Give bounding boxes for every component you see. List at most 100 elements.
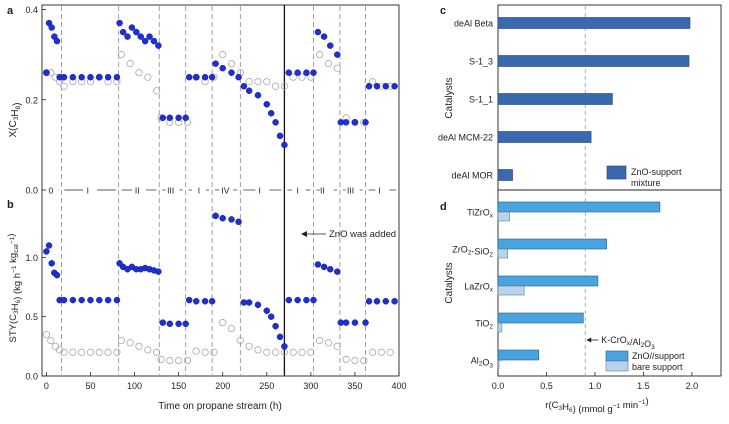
panel-b-grey-point bbox=[42, 330, 51, 339]
stage-label: III bbox=[167, 186, 174, 196]
panel-a-blue-point bbox=[159, 114, 167, 122]
panel-a-grey-point bbox=[333, 64, 341, 72]
x-tick-label: 350 bbox=[347, 381, 362, 391]
panel-a-blue-point bbox=[351, 119, 359, 126]
panel-a-blue-point bbox=[87, 73, 94, 81]
arrowhead-icon bbox=[586, 337, 592, 343]
panel-a-blue-point bbox=[228, 69, 235, 76]
stage-label: I bbox=[259, 186, 261, 196]
panel-b-blue-point bbox=[96, 296, 103, 304]
panel-b-grey-point bbox=[201, 348, 209, 356]
panel-a-blue-point bbox=[254, 91, 262, 99]
legend-swatch-c bbox=[606, 165, 627, 180]
stage-label: II bbox=[320, 186, 325, 196]
panel-b-blue-point bbox=[53, 271, 61, 279]
legend-label-d-bare: bare support bbox=[632, 362, 683, 372]
x-tick-label-d: 1.5 bbox=[637, 381, 650, 391]
panel-b-blue-point bbox=[326, 265, 334, 273]
panel-b-blue-point bbox=[382, 298, 390, 305]
panel-a-blue-point bbox=[43, 69, 50, 76]
y-tick-label-b: 1.0 bbox=[25, 253, 38, 263]
panel-a-blue-point bbox=[119, 28, 127, 36]
category-label-c: S-1_1 bbox=[469, 95, 493, 105]
bar-d-bare bbox=[497, 285, 525, 296]
panel-b-grey-point bbox=[289, 348, 297, 356]
panel-b-blue-point bbox=[113, 296, 121, 304]
panel-b-grey-point bbox=[95, 348, 103, 356]
bar-d-zno bbox=[497, 312, 584, 324]
panel-a-blue-point bbox=[320, 33, 328, 40]
panel-a-grey-point bbox=[298, 73, 306, 81]
x-tick-label: 300 bbox=[303, 381, 318, 391]
panel-a-blue-point bbox=[373, 82, 381, 90]
panel-a-blue-point bbox=[326, 42, 334, 49]
k-crox-label: K-CrOx/Al2O3 bbox=[601, 335, 655, 351]
panel-a-blue-point bbox=[245, 87, 253, 94]
legend-label-c: ZnO-support bbox=[631, 167, 682, 177]
category-label-d: ZrO2-SiO2 bbox=[452, 245, 493, 259]
stage-label: II bbox=[135, 186, 140, 196]
panel-a-blue-point bbox=[382, 82, 390, 90]
panel-a-blue-point bbox=[263, 101, 271, 108]
panel-b-grey-point bbox=[219, 319, 227, 327]
stage-label: 0 bbox=[48, 186, 53, 196]
panel-a-blue-point bbox=[342, 119, 350, 126]
panel-a-blue-point bbox=[193, 73, 200, 81]
panel-a-blue-point bbox=[272, 119, 279, 126]
panel-a-blue-point bbox=[314, 28, 322, 36]
x-tick-label: 400 bbox=[391, 381, 406, 391]
panel-b-grey-point bbox=[117, 336, 125, 345]
catalysts-axis-d: Catalysts bbox=[444, 262, 455, 303]
category-label-d: Al2O3 bbox=[471, 356, 494, 370]
panel-a-blue-point bbox=[78, 73, 85, 81]
bar-d-bare bbox=[497, 359, 500, 370]
panel-a-grey-point bbox=[280, 82, 289, 90]
panel-a-grey-point bbox=[254, 78, 262, 86]
panel-b-blue-point bbox=[69, 296, 77, 304]
y-tick-label-b: 0.5 bbox=[25, 312, 38, 322]
panel-a-blue-point bbox=[133, 28, 140, 36]
x-axis-title: Time on propane stream (h) bbox=[158, 401, 282, 412]
panel-a-blue-point bbox=[60, 73, 68, 81]
zno-added-label: ZnO was added bbox=[329, 229, 396, 240]
panel-b-grey-point bbox=[144, 346, 152, 354]
axis-title-b: STY(C3H6) (kg h−1 kgcat−1) bbox=[6, 234, 23, 343]
panel-a-blue-point bbox=[141, 37, 149, 45]
panel-b-grey-point bbox=[351, 356, 359, 365]
x-tick-label: 50 bbox=[85, 381, 95, 391]
bar-c bbox=[497, 17, 691, 29]
panel-b-grey-point bbox=[333, 342, 341, 350]
panel-b-blue-point bbox=[281, 343, 288, 350]
panel-b-blue-point bbox=[342, 319, 350, 326]
panel-c-bars: deAl Beta S-1_3 S-1_1 deAl MCM-22 deAl MOR Zn… bbox=[438, 6, 691, 189]
arrowhead-icon bbox=[301, 231, 307, 237]
panel-a-blue-point bbox=[128, 24, 136, 31]
panel-b-blue-point bbox=[235, 218, 242, 226]
panel-a-grey-point bbox=[271, 82, 280, 90]
panel-a-blue-point bbox=[281, 141, 288, 149]
panel-a-blue-point bbox=[201, 73, 209, 81]
panel-a-grey-point bbox=[219, 51, 227, 59]
panel-b-grey-point bbox=[78, 348, 86, 356]
y-tick-label-a: 0.0 bbox=[25, 186, 38, 196]
panel-a-grey-point bbox=[135, 69, 143, 77]
panel-a-blue-point bbox=[391, 82, 398, 90]
panel-b-grey-point bbox=[342, 355, 350, 363]
legend-label-c: mixture bbox=[631, 178, 661, 188]
panel-a-blue-point bbox=[113, 73, 121, 81]
bar-d-zno bbox=[497, 349, 540, 361]
panel-b-grey-point bbox=[263, 348, 271, 356]
bar-d-bare bbox=[497, 211, 510, 222]
panel-a-blue-point bbox=[334, 51, 341, 58]
category-label-c: S-1_3 bbox=[469, 57, 493, 67]
panel-a-blue-point bbox=[276, 132, 284, 140]
panel-b-grey-point bbox=[126, 339, 134, 347]
catalysts-axis-c: Catalysts bbox=[444, 77, 455, 118]
panel-b-blue-point bbox=[182, 320, 189, 328]
panel-b-blue-point bbox=[104, 296, 112, 304]
rate-axis-title: r(C3H6) (mmol g−1 min−1) bbox=[545, 396, 648, 415]
panel-b-blue-point bbox=[175, 320, 182, 328]
category-label-d: LaZrOx bbox=[464, 282, 494, 294]
panel-b-grey-point bbox=[307, 348, 315, 356]
